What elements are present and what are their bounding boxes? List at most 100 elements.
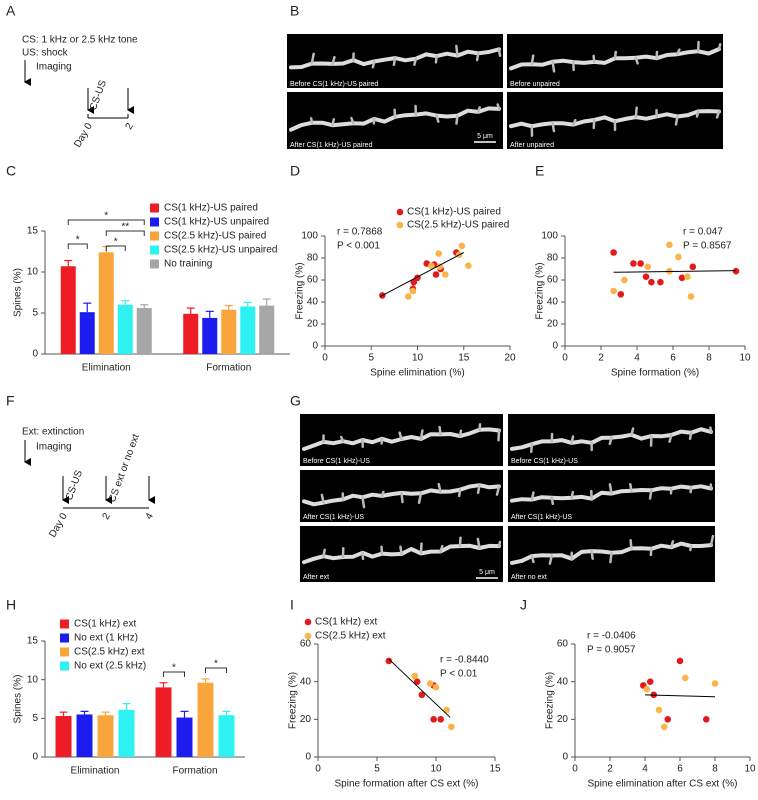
scatter-point: [646, 678, 654, 685]
y-tick-label: 0: [552, 341, 558, 352]
timeline-label: Day 0: [47, 511, 70, 540]
spine: [634, 56, 639, 65]
spine: [530, 54, 535, 66]
legend-swatch: [60, 647, 69, 657]
significance-label: *: [114, 237, 118, 248]
legend-marker: [396, 221, 404, 229]
legend-text: CS: 1 kHz or 2.5 kHz tone: [22, 35, 138, 46]
scatter-point: [660, 723, 668, 731]
spine: [530, 491, 535, 501]
x-tick-label: 0: [315, 764, 321, 775]
scatter-point: [666, 241, 673, 249]
significance-bracket: [67, 243, 88, 249]
x-tick-label: 5: [374, 764, 380, 775]
spine: [668, 433, 673, 443]
x-tick-label: 20: [504, 353, 516, 364]
y-tick-label: 20: [307, 319, 319, 330]
spine: [530, 554, 535, 564]
legend-text: Imaging: [36, 62, 72, 73]
y-tick-label: 80: [307, 253, 319, 264]
spine: [548, 554, 554, 565]
scatter-point: [426, 680, 434, 687]
timeline-label: 2: [124, 121, 137, 132]
x-tick-label: 10: [412, 353, 424, 364]
x-tick-label: Elimination: [71, 766, 120, 777]
y-tick-label: 60: [300, 639, 312, 650]
y-axis-label: Freezing (%): [288, 672, 299, 729]
image-label: Before unpaired: [510, 81, 560, 88]
significance-bracket: [205, 667, 227, 673]
scatter-point: [465, 262, 472, 270]
scatter-point: [432, 684, 440, 691]
panel-label: E: [535, 163, 544, 179]
scatter-point: [664, 716, 672, 723]
scale-label: 5 μm: [477, 133, 493, 140]
x-axis-label: Spine elimination (%): [370, 368, 465, 379]
scatter-point: [385, 657, 393, 665]
bar: [55, 716, 72, 757]
significance-bracket: [105, 245, 126, 251]
scatter-point: [648, 278, 655, 286]
legend-label: CS(2.5 kHz) ext: [74, 647, 145, 658]
y-tick-label: 0: [312, 341, 318, 352]
spine: [322, 548, 326, 558]
timeline-label: CS ext or no ext: [107, 433, 142, 504]
bar: [76, 714, 93, 757]
stat-label: r = 0.047: [683, 227, 723, 238]
panel-b: B Before CS(1 kHz)-US paired Before unpa…: [287, 3, 723, 149]
scatter-point: [630, 260, 637, 267]
y-tick-label: 10: [27, 267, 39, 278]
spine: [609, 551, 613, 564]
spine: [438, 425, 442, 436]
legend-label: No ext (2.5 kHz): [74, 661, 146, 672]
legend-swatch: [150, 203, 159, 213]
spine: [361, 496, 366, 509]
x-tick-label: 2: [607, 764, 613, 775]
spine: [380, 490, 385, 498]
scatter-point: [644, 263, 652, 271]
stat-label: P = 0.8567: [683, 241, 732, 252]
scatter-point: [675, 253, 682, 261]
legend-label: CS(1 kHz)-US unpaired: [164, 217, 269, 228]
panel-label: H: [6, 597, 16, 613]
spine: [630, 427, 635, 437]
scatter-point: [676, 657, 684, 665]
x-tick-label: Elimination: [82, 363, 131, 374]
scatter-point: [409, 287, 417, 295]
y-tick-label: 100: [301, 231, 318, 242]
legend-swatch: [150, 259, 159, 269]
spine: [613, 50, 617, 60]
spine: [570, 435, 575, 445]
y-tick-label: 40: [307, 297, 319, 308]
scatter-point: [610, 249, 617, 256]
spine: [689, 544, 693, 552]
scatter-point: [432, 271, 440, 278]
scatter-point: [657, 278, 664, 286]
spine: [709, 426, 713, 434]
x-tick-label: 15: [489, 764, 501, 775]
y-tick-label: 40: [547, 297, 559, 308]
x-tick-label: 2: [598, 353, 604, 364]
legend-text: Imaging: [36, 442, 72, 453]
scatter-point: [617, 291, 625, 298]
scale-label: 5 μm: [479, 569, 495, 576]
y-tick-label: 60: [557, 639, 569, 650]
scatter-point: [687, 293, 695, 300]
legend-label: CS(1 kHz) ext: [74, 619, 136, 630]
scatter-point: [418, 691, 426, 699]
scatter-point: [621, 276, 628, 284]
x-tick-label: 0: [562, 353, 568, 364]
image-label: After CS(1 kHz)-US paired: [290, 142, 373, 149]
scatter-point: [443, 706, 450, 714]
y-tick-label: 0: [305, 752, 311, 763]
y-tick-label: 20: [300, 714, 312, 725]
timeline-label: 4: [144, 511, 157, 522]
spine: [455, 44, 459, 57]
spine: [310, 52, 315, 65]
spine: [715, 110, 721, 119]
x-tick-label: 0: [572, 764, 578, 775]
spine: [339, 435, 345, 443]
image-label: Before CS(1 kHz)-US paired: [290, 81, 378, 88]
spine: [435, 114, 440, 123]
stat-label: r = 0.7868: [337, 227, 383, 238]
